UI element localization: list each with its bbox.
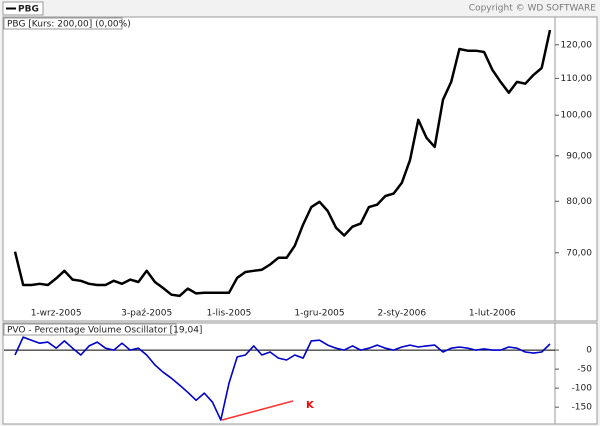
series-line (13, 29, 552, 298)
y-tick-label: -150 (572, 403, 593, 413)
y-tick-label: 100,00 (561, 111, 593, 121)
copyright: Copyright © WD SOFTWARE (469, 4, 597, 14)
y-tick-label: 0 (586, 346, 592, 356)
y-tick-label: 70,00 (566, 248, 592, 258)
pvo-title-box (3, 323, 177, 336)
price-title-box (3, 17, 123, 30)
annotation: K (306, 400, 315, 411)
y-tick-label: 110,00 (561, 74, 593, 84)
pvo-title: PVO - Percentage Volume Oscillator [19,0… (7, 326, 202, 336)
x-tick-label: 1-wrz-2005 (31, 309, 82, 319)
x-tick-label: 1-lut-2006 (469, 309, 516, 319)
legend-label: PBG (18, 5, 39, 15)
series-line (14, 336, 551, 421)
price-title: PBG [Kurs: 200,00] (0,00%) (7, 20, 131, 30)
price-panel (2, 16, 598, 322)
legend-box (2, 1, 44, 16)
x-tick-label: 1-gru-2005 (294, 309, 344, 319)
pvo-panel (2, 322, 598, 425)
y-tick-label: 90,00 (566, 151, 592, 161)
y-tick-label: 80,00 (566, 197, 592, 207)
x-tick-label: 2-sty-2006 (378, 309, 427, 319)
y-tick-label: 120,00 (561, 40, 593, 50)
x-tick-label: 3-paź-2005 (121, 309, 172, 319)
trend-line (221, 400, 294, 421)
y-tick-label: -50 (577, 365, 592, 375)
x-tick-label: 1-lis-2005 (207, 309, 252, 319)
y-tick-label: -100 (572, 384, 593, 394)
